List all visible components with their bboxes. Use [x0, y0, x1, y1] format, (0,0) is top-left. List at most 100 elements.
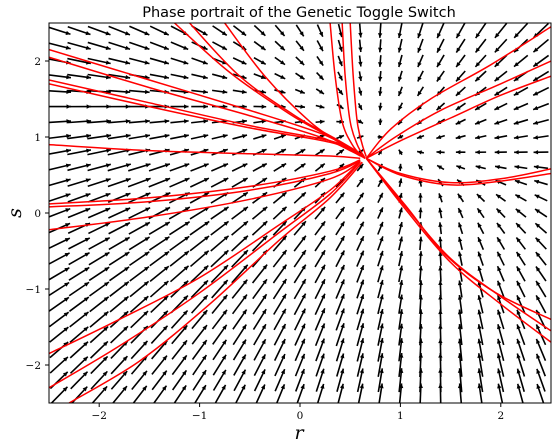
field-arrow [108, 57, 131, 65]
field-arrow [436, 164, 445, 171]
field-arrow [69, 326, 89, 343]
field-arrow [314, 308, 326, 331]
trajectories [49, 23, 551, 403]
field-arrow [494, 135, 508, 140]
field-arrow [335, 206, 346, 220]
field-arrow [127, 177, 151, 188]
field-arrow [378, 118, 383, 126]
field-arrow [494, 38, 508, 53]
field-arrow [129, 57, 150, 65]
field-arrow [232, 134, 248, 140]
field-arrow [314, 278, 326, 300]
field-arrow [190, 294, 209, 314]
field-arrow [532, 102, 550, 111]
field-arrow [110, 355, 128, 375]
field-arrow [49, 163, 71, 171]
field-arrow [169, 265, 190, 283]
field-arrow [89, 340, 109, 359]
field-arrow [253, 353, 267, 377]
field-arrow [49, 26, 71, 36]
field-arrow [358, 71, 363, 82]
field-arrow [211, 309, 228, 330]
field-arrow [294, 162, 306, 172]
field-arrow [67, 193, 91, 203]
field-arrow [89, 296, 110, 313]
field-arrow [514, 150, 528, 155]
field-arrow [49, 74, 72, 80]
field-arrow [168, 206, 191, 220]
field-arrow [336, 353, 345, 377]
field-arrow [316, 40, 324, 52]
field-arrow [170, 309, 189, 329]
field-arrow [149, 73, 170, 80]
trajectory-10 [68, 161, 363, 403]
field-arrow [474, 118, 487, 125]
field-arrow [438, 207, 443, 219]
field-arrow [397, 134, 404, 140]
field-arrow [477, 251, 484, 266]
field-arrow [474, 38, 487, 53]
field-arrow [357, 383, 364, 403]
field-arrow [513, 54, 529, 68]
field-arrow [128, 221, 151, 235]
field-arrow [129, 25, 150, 36]
field-arrow [337, 23, 343, 38]
field-arrow [397, 102, 404, 111]
field-arrow [169, 235, 190, 252]
field-arrow [356, 308, 365, 331]
field-arrow [49, 356, 69, 374]
field-arrow [314, 235, 326, 252]
field-arrow [336, 368, 345, 392]
field-arrow [337, 55, 343, 67]
field-arrow [149, 250, 170, 267]
field-arrow [295, 24, 305, 37]
field-arrow [211, 134, 228, 140]
field-arrow [107, 163, 132, 172]
field-arrow [314, 249, 326, 268]
field-arrow [128, 133, 151, 140]
field-arrow [87, 207, 111, 219]
field-arrow [69, 341, 89, 359]
field-arrow [231, 177, 249, 188]
field-arrow [150, 295, 169, 314]
field-arrow [273, 338, 286, 361]
field-arrow [89, 311, 109, 328]
field-arrow [190, 264, 209, 283]
field-arrow [210, 264, 229, 283]
field-arrow [108, 221, 131, 235]
field-arrow [170, 119, 189, 124]
field-arrow [533, 164, 549, 170]
field-arrow [88, 236, 111, 250]
field-arrow [293, 264, 307, 284]
field-arrow [110, 325, 129, 344]
field-arrow [191, 89, 208, 94]
field-arrow [253, 338, 267, 361]
field-arrow [68, 296, 90, 312]
field-arrow [474, 134, 487, 140]
field-arrow [68, 281, 90, 297]
field-arrow [532, 70, 550, 82]
field-arrow [109, 266, 130, 282]
trajectory-14 [329, 23, 363, 158]
field-arrow [476, 193, 486, 203]
y-axis-ticks: −2 −1 0 1 2 [26, 56, 49, 372]
field-arrow [315, 104, 325, 109]
field-arrow [69, 356, 89, 374]
field-arrow [128, 236, 150, 251]
field-arrow [87, 178, 111, 188]
field-arrow [532, 118, 549, 125]
field-arrow [274, 56, 286, 66]
field-arrow [251, 235, 268, 252]
field-arrow [68, 237, 91, 250]
field-arrow [231, 220, 249, 236]
y-axis-label: s [4, 208, 26, 218]
field-arrow [210, 220, 230, 236]
field-arrow [149, 119, 170, 124]
vector-field [49, 23, 550, 403]
field-arrow [107, 177, 131, 188]
field-arrow [335, 279, 345, 299]
field-arrow [455, 134, 466, 140]
field-arrow [293, 249, 307, 268]
field-arrow [294, 148, 306, 156]
field-arrow [513, 118, 529, 125]
